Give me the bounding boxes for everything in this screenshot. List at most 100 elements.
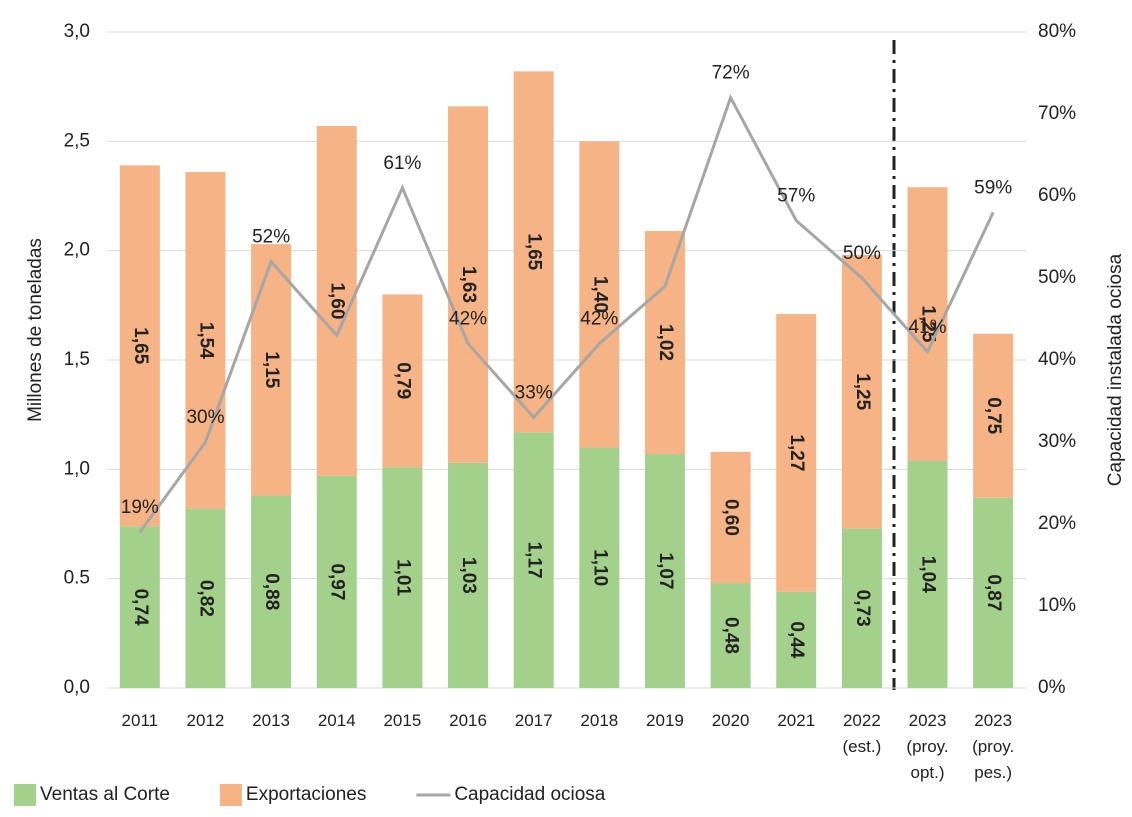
y-tick-label: 2,5	[64, 130, 90, 151]
y2-axis-title: Capacidad instalada ociosa	[1105, 253, 1126, 486]
bar-segment	[513, 432, 554, 688]
bar-segment	[119, 526, 160, 688]
bar-value-label: 0,87	[983, 574, 1004, 611]
bar-segment	[973, 333, 1014, 498]
x-tick-label: 2017	[515, 711, 553, 730]
bar-segment	[382, 467, 423, 688]
legend-label: Exportaciones	[246, 784, 366, 805]
bar-value-label: 0,82	[195, 580, 216, 617]
bar-value-label: 1,07	[655, 553, 676, 590]
bar-segment	[710, 451, 751, 584]
x-tick-label: 2012	[187, 711, 225, 730]
bar-segment	[448, 462, 489, 688]
bar-segment	[579, 141, 620, 448]
bar-value-label: 0,97	[327, 563, 348, 600]
x-tick-line: 2022	[843, 711, 881, 730]
x-tick-label: 2022 (est.)	[843, 711, 882, 756]
x-tick-label: 2020	[712, 711, 750, 730]
line-value-label: 50%	[843, 243, 881, 264]
bar-segment	[448, 106, 489, 463]
line	[138, 93, 995, 534]
bar-value-label: 1,02	[655, 324, 676, 361]
bar-segment	[185, 171, 226, 509]
line-value-label: 52%	[252, 227, 290, 248]
line-value-label: 61%	[383, 153, 421, 174]
y2-tick-label: 10%	[1038, 595, 1076, 616]
y2-tick-label: 0%	[1038, 677, 1066, 698]
bar-value-label: 0,74	[130, 589, 151, 626]
y2-tick-label: 50%	[1038, 267, 1076, 288]
bar-segment	[251, 244, 292, 496]
x-tick-label: 2011	[122, 711, 159, 730]
x-tick-label: 2018	[580, 711, 618, 730]
x-tick-label: 2023 (proy. opt.)	[906, 711, 948, 782]
x-tick-label: 2014	[318, 711, 356, 730]
line-value-label: 57%	[777, 186, 815, 207]
bar-value-label: 1,27	[786, 434, 807, 471]
x-tick-line: pes.)	[974, 763, 1012, 782]
bar-value-label: 1,40	[589, 276, 610, 313]
x-tick-line: 2023	[974, 711, 1012, 730]
x-tick-line: 2011	[122, 711, 159, 730]
bar-value-label: 1,04	[918, 556, 939, 593]
y-tick-label: 3,0	[64, 21, 90, 42]
bar-value-label: 1,63	[458, 266, 479, 303]
bar-segment	[644, 230, 685, 455]
bar-value-label: 0,44	[786, 621, 807, 658]
bar-value-label: 1,65	[130, 327, 151, 364]
bar-segment	[841, 528, 882, 688]
bar-segment	[973, 497, 1014, 688]
x-tick-label: 2013	[252, 711, 290, 730]
bar-value-label: 0,48	[721, 617, 742, 654]
x-tick-line: 2015	[383, 711, 421, 730]
bar-value-label: 1,17	[524, 542, 545, 579]
line-value-label: 33%	[515, 382, 553, 403]
x-tick-line: 2018	[580, 711, 618, 730]
legend-swatch	[219, 784, 242, 806]
x-tick-label: 2015	[383, 711, 421, 730]
y-tick-label: 0,0	[64, 677, 90, 698]
x-tick-line: (est.)	[843, 737, 882, 756]
line-value-label: 72%	[712, 63, 750, 84]
legend-label: Ventas al Corte	[40, 784, 170, 805]
bar-segment	[579, 447, 620, 688]
bar-segment	[316, 475, 357, 688]
bar-value-label: 1,25	[918, 305, 939, 342]
x-tick-label: 2019	[646, 711, 684, 730]
x-tick-line: 2021	[777, 711, 815, 730]
bar-value-label: 1,25	[852, 373, 873, 410]
x-tick-line: 2023	[909, 711, 947, 730]
line-value-label: 59%	[974, 177, 1012, 198]
y2-tick-label: 30%	[1038, 431, 1076, 452]
bar-value-label: 0,79	[392, 362, 413, 399]
x-tick-line: 2016	[449, 711, 487, 730]
bar-value-label: 1,54	[195, 322, 216, 359]
line-value-label: 42%	[580, 309, 618, 330]
bar-value-label: 0,88	[261, 573, 282, 610]
x-tick-line: (proy.	[906, 737, 948, 756]
x-tick-line: (proy.	[972, 737, 1014, 756]
legend-label: Capacidad ociosa	[454, 784, 605, 805]
bar-value-label: 0,73	[852, 590, 873, 627]
bar-segment	[251, 495, 292, 688]
bar-value-label: 0,60	[721, 499, 742, 536]
x-tick-line: 2019	[646, 711, 684, 730]
y-tick-label: 2,0	[64, 240, 90, 261]
bar-segment	[513, 71, 554, 433]
line-value-label: 41%	[909, 317, 947, 338]
x-tick-line: opt.)	[911, 763, 945, 782]
bar-segment	[644, 454, 685, 688]
bar-segment	[841, 255, 882, 529]
y-axis-title: Millones de toneladas	[25, 238, 46, 422]
y2-tick-label: 70%	[1038, 103, 1076, 124]
y2-tick-label: 40%	[1038, 349, 1076, 370]
x-tick-label: 2016	[449, 711, 487, 730]
bar-segment	[776, 314, 817, 592]
x-tick-label: 2021	[777, 711, 815, 730]
x-tick-line: 2020	[712, 711, 750, 730]
bar-value-label: 1,60	[327, 282, 348, 319]
bar-segment	[382, 294, 423, 468]
line-value-label: 30%	[186, 407, 224, 428]
bar-value-label: 1,03	[458, 557, 479, 594]
bar-segment	[710, 583, 751, 688]
